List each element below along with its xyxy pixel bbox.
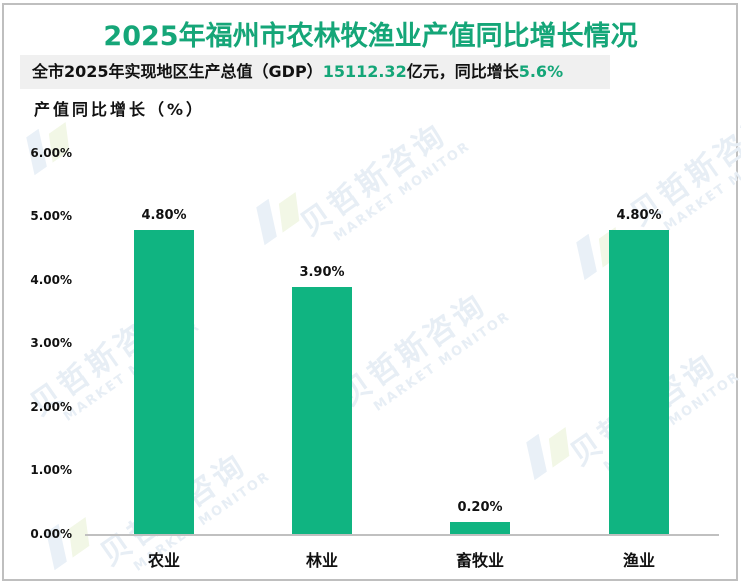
bar-label-animal-husbandry: 0.20%	[457, 500, 503, 515]
gdp-value: 15112.32	[322, 62, 407, 81]
gdp-subtitle: 全市2025年实现地区生产总值（GDP）15112.32亿元，同比增长5.6%	[20, 55, 610, 89]
x-category: 林业	[305, 551, 338, 570]
y-tick: 3.00%	[30, 336, 72, 350]
bar-fishery	[609, 230, 669, 534]
y-tick: 5.00%	[30, 209, 72, 223]
x-category: 农业	[147, 551, 180, 570]
y-tick: 2.00%	[30, 400, 72, 414]
y-tick: 4.00%	[30, 273, 72, 287]
bar-agriculture	[134, 230, 194, 534]
x-category: 渔业	[622, 551, 655, 570]
bar-forestry	[292, 287, 352, 534]
bar-label-fishery: 4.80%	[616, 208, 662, 223]
subtitle-prefix: 全市2025年实现地区生产总值（GDP）	[32, 62, 323, 81]
gdp-growth: 5.6%	[518, 62, 564, 81]
bar-label-forestry: 3.90%	[299, 265, 345, 280]
y-tick: 6.00%	[30, 146, 72, 160]
y-tick: 0.00%	[30, 527, 72, 541]
y-axis-label: 产值同比增长（%）	[34, 100, 206, 119]
subtitle-middle: 亿元，同比增长	[406, 62, 519, 81]
chart-title: 2025年福州市农林牧渔业产值同比增长情况	[103, 21, 638, 52]
x-axis-line	[85, 534, 719, 536]
bar-label-agriculture: 4.80%	[141, 208, 187, 223]
y-tick: 1.00%	[30, 463, 72, 477]
x-category: 畜牧业	[455, 551, 504, 570]
bar-animal-husbandry	[450, 522, 510, 534]
